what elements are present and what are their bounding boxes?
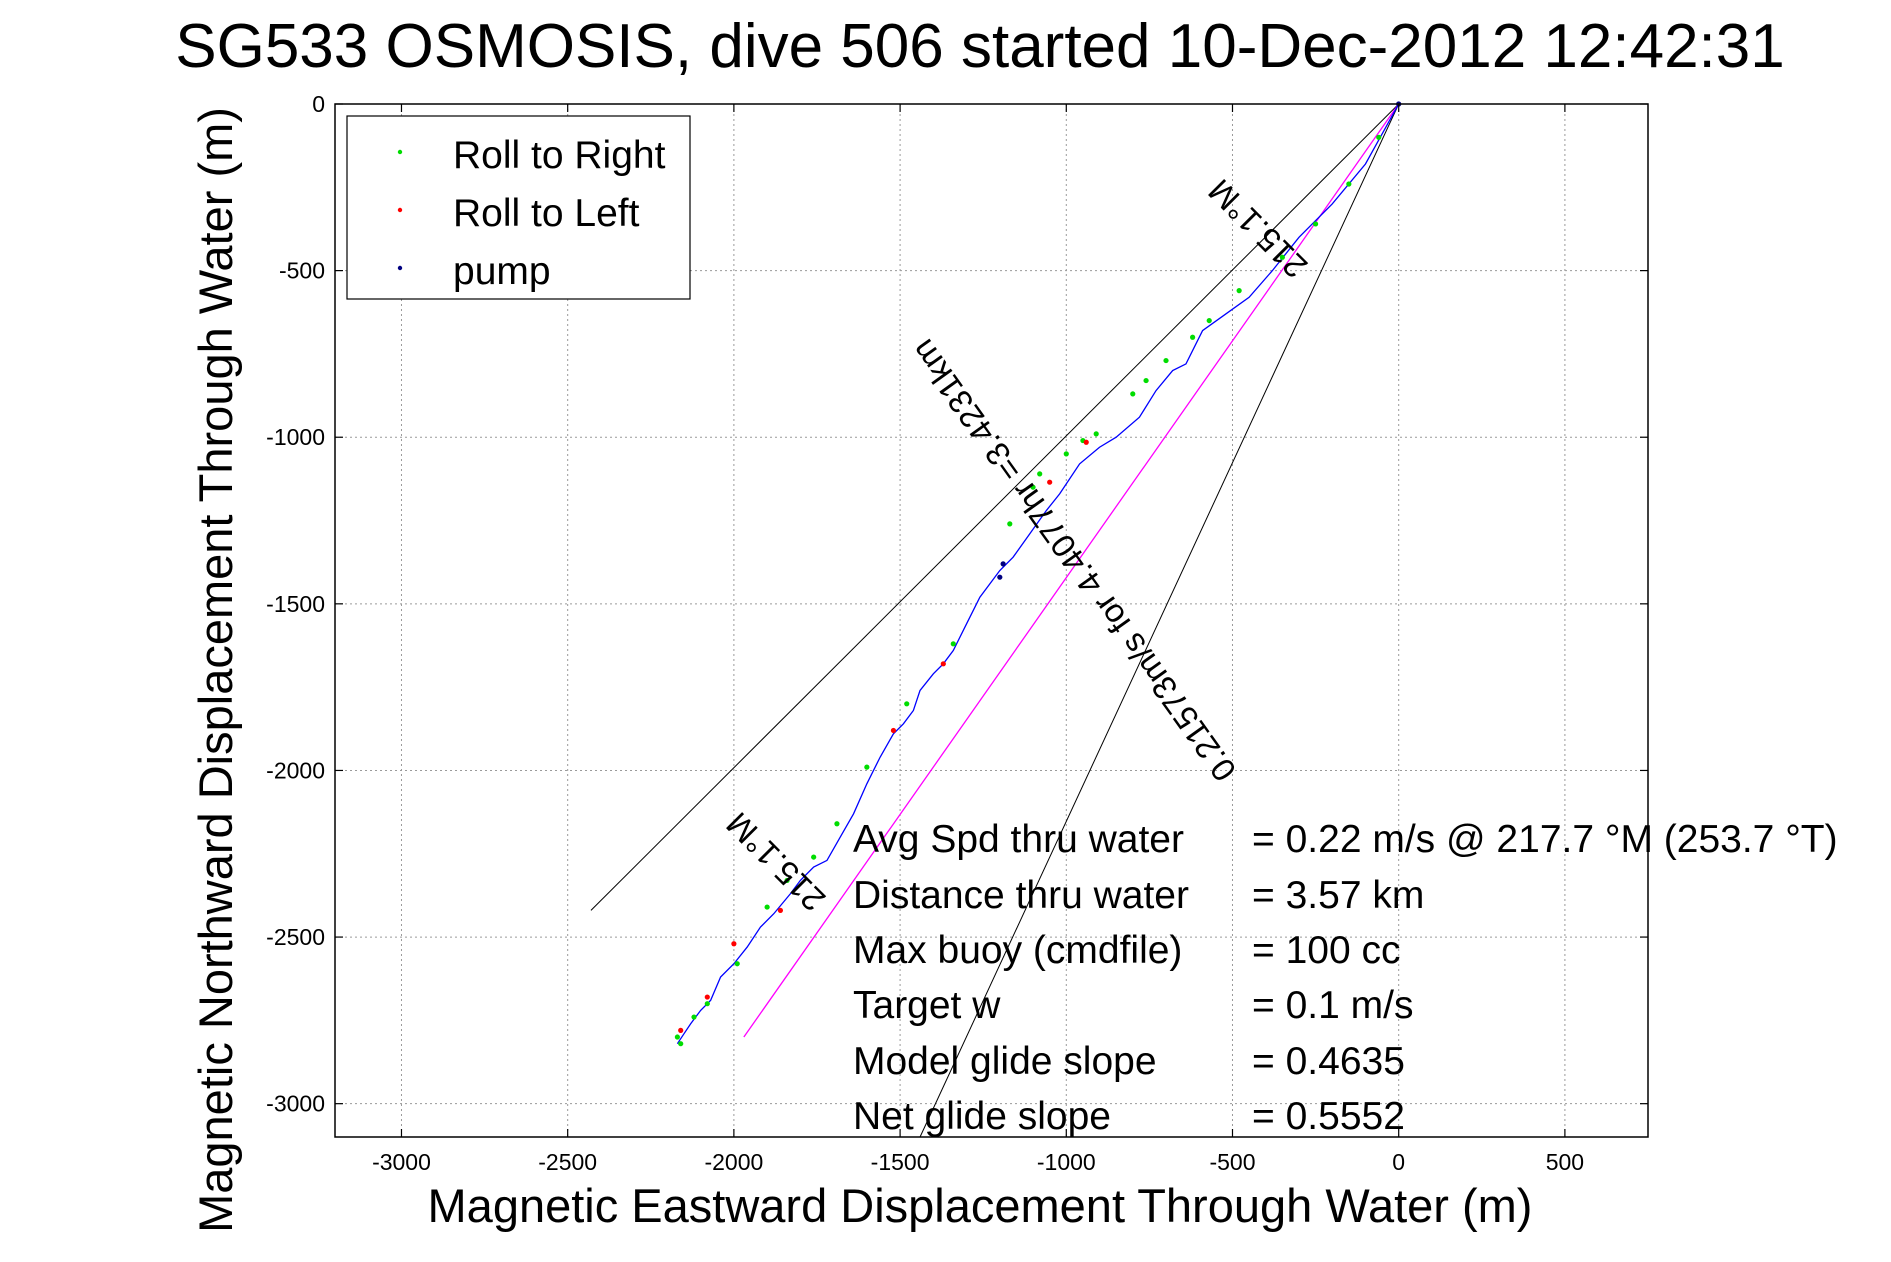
roll-right-marker [950, 641, 956, 647]
heading-line [590, 103, 1400, 911]
y-tick-label: 0 [312, 91, 325, 117]
roll-right-marker [674, 1034, 680, 1040]
roll-right-marker [1030, 484, 1036, 490]
stat-value: = 0.22 m/s @ 217.7 °M (253.7 °T) [1252, 818, 1838, 861]
stat-value: = 0.1 m/s [1252, 984, 1413, 1027]
roll-left-marker [890, 727, 897, 734]
x-tick-label: -1500 [871, 1149, 930, 1175]
roll-left-marker [704, 994, 710, 1000]
stat-value: = 0.4635 [1252, 1040, 1405, 1083]
roll-right-marker [704, 1001, 710, 1007]
y-tick-label: -2000 [266, 757, 325, 783]
roll-right-marker [811, 854, 817, 860]
roll-right-marker [1279, 254, 1285, 260]
roll-right-marker [764, 904, 770, 910]
x-tick-label: -2000 [704, 1149, 763, 1175]
x-tick-label: -500 [1209, 1149, 1255, 1175]
stat-label: Target w [853, 984, 1001, 1027]
heading-line [919, 103, 1400, 1138]
stat-value: = 100 cc [1252, 929, 1401, 972]
roll-right-marker [1007, 521, 1013, 527]
roll-right-marker [834, 821, 840, 827]
legend-marker-roll-left [397, 207, 403, 213]
stat-label: Model glide slope [853, 1040, 1157, 1083]
stat-label: Max buoy (cmdfile) [853, 929, 1182, 972]
y-tick-label: -500 [279, 258, 325, 284]
pump-marker [1000, 561, 1006, 567]
plot-area-frame [334, 103, 1649, 1138]
roll-right-marker [1190, 334, 1196, 340]
roll-right-marker [691, 1014, 697, 1020]
stat-label: Avg Spd thru water [853, 818, 1184, 861]
roll-right-marker [1130, 391, 1136, 397]
data-lines [590, 103, 1400, 1138]
roll-right-marker [1206, 317, 1212, 324]
x-tick-label: 0 [1392, 1149, 1405, 1175]
legend-label-roll-right: Roll to Right [453, 134, 666, 177]
roll-left-marker [731, 941, 737, 947]
y-axis-label: Magnetic Northward Displacement Through … [189, 107, 242, 1233]
roll-right-marker [734, 961, 740, 967]
x-tick-label: 500 [1546, 1149, 1584, 1175]
stat-label: Distance thru water [853, 874, 1189, 917]
roll-right-marker [1143, 377, 1149, 384]
roll-right-marker [1312, 221, 1319, 227]
roll-left-marker [1047, 479, 1053, 485]
roll-right-marker [678, 1041, 684, 1047]
roll-left-marker [678, 1027, 684, 1033]
roll-right-marker [1093, 431, 1099, 437]
x-axis-label: Magnetic Eastward Displacement Through W… [428, 1179, 1533, 1232]
roll-left-marker [777, 907, 784, 914]
y-tick-label: -1500 [266, 591, 325, 617]
roll-right-marker [1236, 288, 1242, 294]
y-tick-label: -2500 [266, 924, 325, 950]
legend-box [346, 115, 691, 300]
legend-marker-roll-right [397, 149, 403, 155]
roll-right-marker [904, 701, 910, 707]
x-tick-label: -2500 [538, 1149, 597, 1175]
roll-right-marker [864, 764, 870, 770]
roll-right-marker [1163, 357, 1169, 364]
roll-right-marker [1063, 451, 1069, 457]
y-tick-label: -1000 [266, 424, 325, 450]
chart-title: SG533 OSMOSIS, dive 506 started 10-Dec-2… [175, 12, 1785, 81]
data-markers [674, 101, 1402, 1047]
y-tick-label: -3000 [266, 1091, 325, 1117]
x-tick-label: -1000 [1037, 1149, 1096, 1175]
axis-ticks: -3000 -2500 -2000 -1500 -1000 -500 0 500 0 -500 -1… [266, 91, 1648, 1175]
stat-value: = 3.57 km [1252, 874, 1424, 917]
legend: Roll to Right Roll to Left pump [346, 115, 691, 300]
stat-label: Net glide slope [853, 1095, 1111, 1138]
x-tick-label: -3000 [372, 1149, 431, 1175]
roll-right-marker [1376, 134, 1382, 140]
legend-label-roll-left: Roll to Left [453, 192, 640, 235]
roll-right-marker [1346, 181, 1352, 187]
roll-left-marker [1083, 439, 1089, 445]
roll-left-marker [940, 661, 946, 667]
stat-value: = 0.5552 [1252, 1095, 1405, 1138]
legend-marker-pump [397, 265, 403, 271]
roll-right-marker [1037, 471, 1043, 477]
legend-label-pump: pump [453, 250, 551, 293]
pump-marker [997, 574, 1003, 580]
current-series-line [743, 103, 1400, 1038]
roll-right-marker [784, 877, 790, 884]
dive-stats: Avg Spd thru water = 0.22 m/s @ 217.7 °M… [853, 818, 1838, 1138]
